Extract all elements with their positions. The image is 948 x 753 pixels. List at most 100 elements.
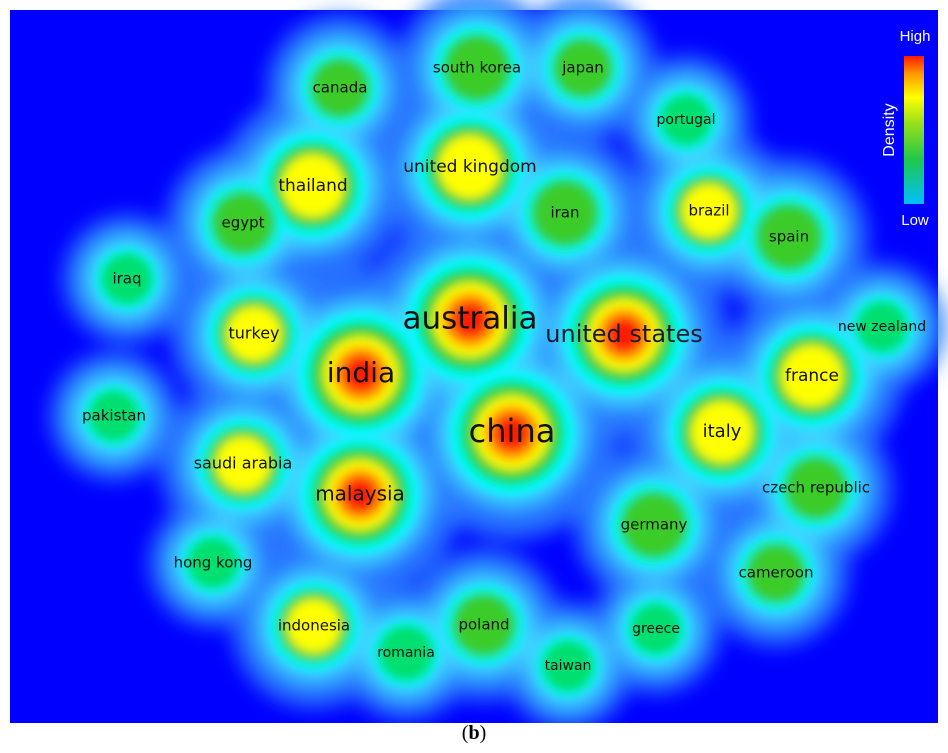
density-spot-iran bbox=[522, 170, 608, 256]
country-label-germany: germany bbox=[621, 516, 688, 534]
density-spot-india bbox=[299, 312, 423, 436]
density-ring-new-zealand-1 bbox=[855, 300, 909, 354]
density-spot-italy bbox=[671, 381, 773, 483]
density-spot-malaysia bbox=[301, 436, 419, 554]
country-label-egypt: egypt bbox=[221, 214, 264, 232]
density-spot-thailand bbox=[260, 133, 366, 239]
density-ring-egypt-2 bbox=[213, 193, 273, 253]
legend-color-bar bbox=[904, 56, 924, 204]
density-ring-japan-2 bbox=[555, 40, 611, 96]
density-ring-taiwan-1 bbox=[541, 639, 595, 693]
country-label-china: china bbox=[469, 412, 556, 450]
density-spot-indonesia bbox=[269, 581, 359, 671]
country-label-new-zealand: new zealand bbox=[838, 319, 926, 335]
density-ring-united-kingdom-3 bbox=[438, 135, 502, 199]
country-label-canada: canada bbox=[313, 79, 368, 97]
density-ring-france-3 bbox=[781, 345, 843, 407]
country-label-brazil: brazil bbox=[688, 202, 729, 220]
country-label-indonesia: indonesia bbox=[278, 617, 350, 635]
density-spot-czech-republic bbox=[776, 448, 856, 528]
country-label-turkey: turkey bbox=[229, 324, 280, 343]
country-label-pakistan: pakistan bbox=[82, 407, 146, 425]
country-label-france: france bbox=[785, 366, 839, 386]
density-spot-china bbox=[450, 371, 574, 495]
legend-low-label: Low bbox=[901, 212, 929, 229]
figure-caption: (b) bbox=[461, 722, 487, 744]
country-label-iraq: iraq bbox=[112, 270, 141, 288]
density-spot-egypt bbox=[203, 183, 283, 263]
density-ring-poland-2 bbox=[454, 595, 514, 655]
country-label-portugal: portugal bbox=[657, 112, 716, 128]
density-ring-czech-republic-2 bbox=[786, 458, 846, 518]
density-ring-cameroon-2 bbox=[748, 545, 804, 601]
legend-title: Density bbox=[881, 103, 898, 156]
country-label-saudi-arabia: saudi arabia bbox=[194, 454, 293, 473]
country-label-czech-republic: czech republic bbox=[762, 479, 870, 497]
density-ring-iraq-1 bbox=[100, 252, 154, 306]
density-ring-indonesia-3 bbox=[287, 599, 341, 653]
density-spot-taiwan bbox=[536, 634, 600, 698]
country-label-thailand: thailand bbox=[278, 176, 347, 196]
density-ring-portugal-1 bbox=[659, 93, 713, 147]
density-ring-spain-2 bbox=[757, 205, 821, 269]
density-spot-japan bbox=[545, 30, 621, 106]
country-label-greece: greece bbox=[632, 621, 680, 637]
density-spot-saudi-arabia bbox=[197, 418, 289, 510]
density-ring-brazil-3 bbox=[682, 184, 736, 238]
country-label-australia: australia bbox=[403, 301, 538, 337]
country-label-india: india bbox=[327, 356, 395, 389]
density-spot-new-zealand bbox=[850, 295, 914, 359]
country-label-south-korea: south korea bbox=[433, 59, 521, 77]
country-label-united-states: united states bbox=[545, 320, 702, 348]
density-ring-germany-2 bbox=[622, 493, 686, 557]
country-label-hong-kong: hong kong bbox=[174, 554, 253, 572]
density-spot-south-korea bbox=[434, 25, 520, 111]
density-ring-canada-2 bbox=[312, 60, 368, 116]
density-ring-turkey-3 bbox=[226, 306, 282, 362]
density-spot-spain bbox=[746, 194, 832, 280]
density-ring-china-5 bbox=[493, 414, 531, 452]
density-legend: High Density Low bbox=[881, 28, 930, 229]
density-ring-india-5 bbox=[342, 355, 380, 393]
density-spot-romania bbox=[372, 619, 440, 687]
country-label-poland: poland bbox=[458, 616, 509, 634]
core-layer bbox=[82, 25, 914, 698]
density-spot-canada bbox=[302, 50, 378, 126]
density-spot-cameroon bbox=[738, 535, 814, 611]
country-label-taiwan: taiwan bbox=[545, 658, 592, 674]
density-ring-saudi-arabia-3 bbox=[215, 436, 271, 492]
density-spot-hong-kong bbox=[181, 531, 245, 595]
country-label-japan: japan bbox=[561, 59, 604, 77]
density-spot-greece bbox=[624, 597, 688, 661]
density-spot-australia bbox=[408, 258, 532, 382]
density-spot-iraq bbox=[95, 247, 159, 311]
density-spot-france bbox=[761, 325, 863, 427]
density-spot-united-states bbox=[564, 275, 684, 395]
density-ring-australia-5 bbox=[451, 301, 489, 339]
density-ring-united-states-5 bbox=[606, 317, 642, 353]
density-ring-hong-kong-1 bbox=[186, 536, 240, 590]
density-ring-greece-1 bbox=[629, 602, 683, 656]
label-layer: south korea japan canada portugal united kin… bbox=[82, 59, 926, 675]
country-label-romania: romania bbox=[377, 645, 435, 661]
density-spot-turkey bbox=[208, 288, 300, 380]
density-map: south korea japan canada portugal united kin… bbox=[10, 0, 946, 723]
density-ring-iran-2 bbox=[533, 181, 597, 245]
density-spot-portugal bbox=[654, 88, 718, 152]
density-spot-pakistan bbox=[82, 384, 146, 448]
country-label-cameroon: cameroon bbox=[739, 564, 814, 582]
country-label-united-kingdom: united kingdom bbox=[403, 157, 536, 177]
density-ring-pakistan-1 bbox=[87, 389, 141, 443]
density-spot-germany bbox=[611, 482, 697, 568]
density-ring-south-korea-2 bbox=[445, 36, 509, 100]
density-spot-united-kingdom bbox=[417, 114, 523, 220]
caption-label: b bbox=[468, 722, 480, 744]
density-ring-thailand-3 bbox=[281, 154, 345, 218]
legend-high-label: High bbox=[900, 28, 931, 45]
density-ring-italy-3 bbox=[691, 401, 753, 463]
country-label-spain: spain bbox=[769, 228, 809, 246]
country-label-iran: iran bbox=[550, 204, 579, 222]
density-ring-malaysia-5 bbox=[342, 477, 378, 513]
density-spot-brazil bbox=[664, 166, 754, 256]
country-label-malaysia: malaysia bbox=[315, 482, 405, 506]
